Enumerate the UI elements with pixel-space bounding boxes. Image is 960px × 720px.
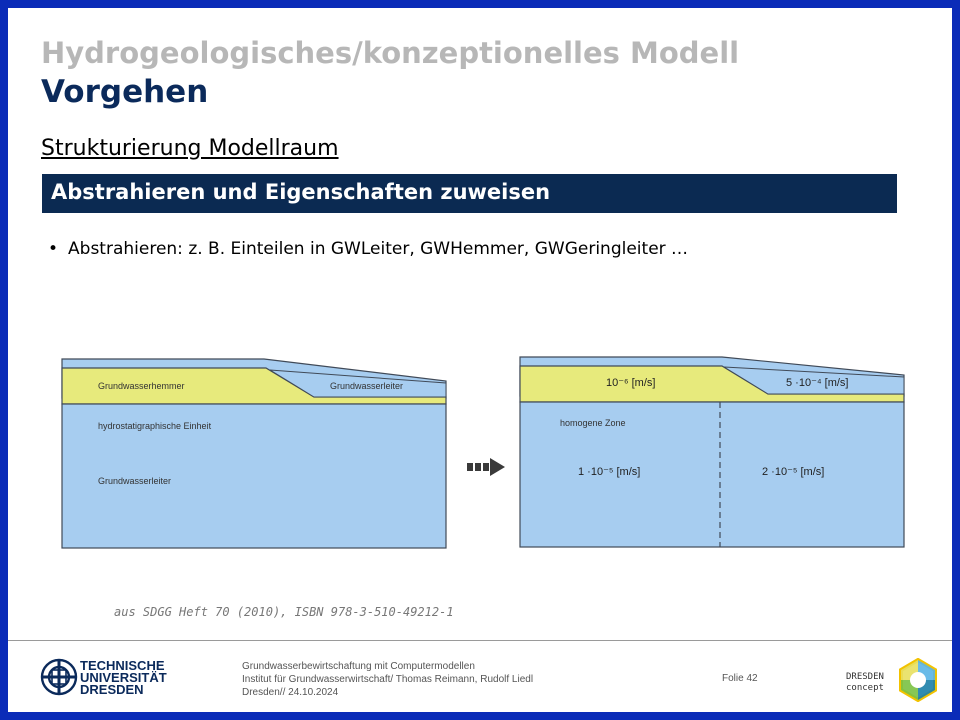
dd-line-1: DRESDEN xyxy=(846,672,884,682)
left-label-unit: hydrostatigraphische Einheit xyxy=(98,421,212,431)
right-cross-section: 10⁻⁶ [m/s] 5 ·10⁻⁴ [m/s] homogene Zone 1… xyxy=(519,356,905,548)
right-aquifer-wedge xyxy=(723,366,905,395)
footer-institute: Institut für Grundwasserwirtschaft/ Thom… xyxy=(242,674,534,685)
footer-info: Grundwasserbewirtschaftung mit Computerm… xyxy=(242,660,533,699)
page-number: Folie 42 xyxy=(722,673,758,684)
section-banner: Abstrahieren und Eigenschaften zuweisen xyxy=(42,174,897,213)
footer-divider xyxy=(8,640,952,641)
right-k-top-right: 5 ·10⁻⁴ [m/s] xyxy=(786,377,849,389)
figure-source: aus SDGG Heft 70 (2010), ISBN 978-3-510-… xyxy=(114,605,454,619)
left-aquifer-wedge xyxy=(269,369,447,398)
bullet-item: • Abstrahieren: z. B. Einteilen in GWLeit… xyxy=(48,239,688,259)
bullet-dot-icon: • xyxy=(48,239,59,259)
dd-line-2: concept xyxy=(846,683,884,693)
tud-line-3: DRESDEN xyxy=(80,682,144,697)
bullet-text: Abstrahieren: z. B. Einteilen in GWLeite… xyxy=(68,239,689,259)
slide: Hydrogeologisches/konzeptionelles Modell… xyxy=(8,8,952,712)
tud-wordmark: TECHNISCHE UNIVERSITÄT DRESDEN xyxy=(80,658,167,697)
right-k-zone-left: 1 ·10⁻⁵ [m/s] xyxy=(578,466,640,478)
right-main-aquifer xyxy=(519,401,905,548)
slide-subtitle: Vorgehen xyxy=(41,74,209,110)
dresden-concept-wordmark: DRESDEN concept xyxy=(846,672,884,694)
right-label-zone: homogene Zone xyxy=(560,418,626,428)
model-figure: Grundwasserhemmer Grundwasserleiter hydr… xyxy=(61,356,905,549)
section-heading: Strukturierung Modellraum xyxy=(41,136,339,161)
footer-course: Grundwasserbewirtschaftung mit Computerm… xyxy=(242,661,475,672)
left-cross-section: Grundwasserhemmer Grundwasserleiter hydr… xyxy=(61,358,447,549)
footer-date: Dresden// 24.10.2024 xyxy=(242,687,339,698)
right-k-zone-right: 2 ·10⁻⁵ [m/s] xyxy=(762,466,824,478)
section-banner-text: Abstrahieren und Eigenschaften zuweisen xyxy=(51,180,551,204)
tud-line-2: UNIVERSITÄT xyxy=(80,670,167,685)
tud-line-1: TECHNISCHE xyxy=(80,658,165,673)
dresden-concept-logo-icon xyxy=(899,658,937,702)
right-k-aquitard: 10⁻⁶ [m/s] xyxy=(606,377,655,389)
left-label-aquitard: Grundwasserhemmer xyxy=(98,381,185,391)
slide-title: Hydrogeologisches/konzeptionelles Modell xyxy=(41,36,740,70)
left-label-aquifer-top: Grundwasserleiter xyxy=(330,381,403,391)
tud-logo-icon xyxy=(40,658,78,696)
left-label-aquifer: Grundwasserleiter xyxy=(98,476,171,486)
left-main-aquifer xyxy=(61,403,447,549)
transition-arrow-icon xyxy=(467,458,505,476)
